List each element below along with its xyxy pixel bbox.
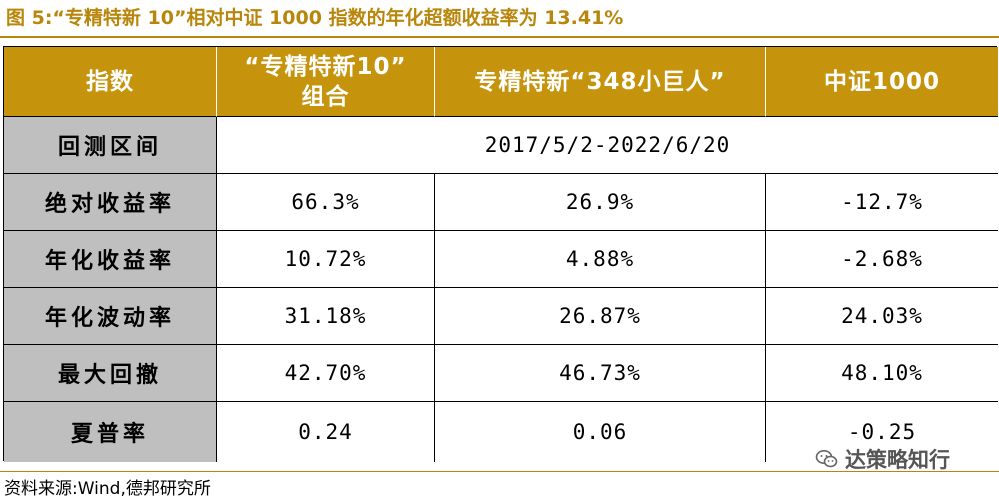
wechat-icon	[815, 450, 838, 468]
table-cell: 46.73%	[435, 345, 766, 402]
table-cell: 4.88%	[435, 231, 766, 288]
title-divider	[0, 36, 999, 38]
table-cell: -0.25	[766, 402, 998, 462]
table-cell: 42.70%	[217, 345, 435, 402]
returns-table: 指数 “专精特新10” 组合 专精特新“348小巨人” 中证1000 回测区间 …	[3, 46, 998, 462]
watermark-text: 达策略知行	[845, 448, 950, 472]
header-little-giants: 专精特新“348小巨人”	[435, 47, 766, 117]
header-csi1000: 中证1000	[766, 47, 998, 117]
table-cell: 10.72%	[217, 231, 435, 288]
row-label-annualized-return: 年化收益率	[4, 231, 217, 288]
table-cell: 0.24	[217, 402, 435, 462]
row-label-annualized-volatility: 年化波动率	[4, 288, 217, 345]
table-cell: 26.87%	[435, 288, 766, 345]
header-index: 指数	[4, 47, 217, 117]
watermark: 达策略知行	[815, 443, 950, 475]
table-cell: 31.18%	[217, 288, 435, 345]
table-cell: 48.10%	[766, 345, 998, 402]
header-portfolio: “专精特新10” 组合	[217, 47, 435, 117]
header-portfolio-label: “专精特新10” 组合	[244, 53, 407, 110]
table-cell: 0.06	[435, 402, 766, 462]
table-cell: -12.7%	[766, 174, 998, 231]
source-note: 资料来源:Wind,德邦研究所	[4, 479, 211, 499]
row-label-absolute-return: 绝对收益率	[4, 174, 217, 231]
row-label-period: 回测区间	[4, 117, 217, 174]
table-cell: -2.68%	[766, 231, 998, 288]
table-cell: 66.3%	[217, 174, 435, 231]
period-value: 2017/5/2-2022/6/20	[217, 117, 998, 174]
footer-divider	[0, 471, 999, 472]
figure-title: 图 5:“专精特新 10”相对中证 1000 指数的年化超额收益率为 13.41…	[6, 7, 624, 29]
row-label-sharpe: 夏普率	[4, 402, 217, 462]
table-cell: 24.03%	[766, 288, 998, 345]
table-cell: 26.9%	[435, 174, 766, 231]
row-label-max-drawdown: 最大回撤	[4, 345, 217, 402]
